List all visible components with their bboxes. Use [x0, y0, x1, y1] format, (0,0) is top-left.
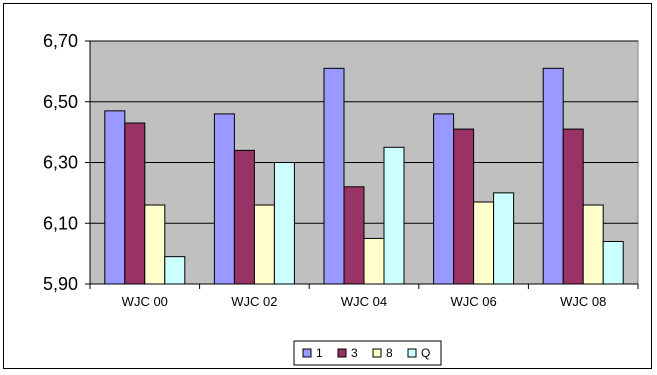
bar-1-wjc-06 [433, 113, 455, 285]
legend-swatch-1 [302, 348, 312, 358]
legend-swatch-8 [372, 348, 382, 358]
bar-1-wjc-08 [542, 67, 564, 285]
bar-Q-wjc-00 [164, 256, 186, 285]
bar-Q-wjc-08 [602, 240, 624, 285]
x-tick-label: WJC 02 [231, 294, 277, 309]
bar-Q-wjc-04 [383, 146, 405, 285]
chart-frame: 5,90 6,10 6,30 6,50 6,70 WJC 00 WJC 02 WJC 04 WJ… [3, 3, 652, 369]
x-tick-label: WJC 06 [450, 294, 496, 309]
bar-8-wjc-00 [144, 204, 166, 285]
x-tick-label: WJC 00 [122, 294, 168, 309]
bar-8-wjc-06 [473, 201, 495, 285]
bar-3-wjc-04 [343, 186, 365, 285]
legend-swatch-3 [337, 348, 347, 358]
bar-3-wjc-08 [562, 128, 584, 285]
x-tick-label: WJC 08 [560, 294, 606, 309]
bar-Q-wjc-02 [273, 162, 295, 285]
legend-label-Q: Q [421, 346, 430, 360]
bar-chart: 5,90 6,10 6,30 6,50 6,70 WJC 00 WJC 02 WJC 04 WJ… [43, 31, 639, 366]
x-tick-label: WJC 04 [341, 294, 387, 309]
y-tick-label: 6,10 [43, 213, 78, 233]
bar-8-wjc-04 [363, 237, 385, 285]
y-tick-label: 5,90 [43, 274, 78, 294]
bar-3-wjc-00 [124, 122, 146, 285]
legend-label-3: 3 [351, 346, 358, 360]
legend-swatch-Q [407, 348, 417, 358]
y-tick-label: 6,50 [43, 92, 78, 112]
bar-8-wjc-02 [253, 204, 275, 285]
y-tick-label: 6,70 [43, 31, 78, 51]
bar-1-wjc-04 [323, 67, 345, 285]
bar-1-wjc-02 [213, 113, 235, 285]
bar-3-wjc-02 [233, 149, 255, 285]
bar-1-wjc-00 [104, 110, 126, 285]
bar-8-wjc-08 [582, 204, 604, 285]
bar-Q-wjc-06 [493, 192, 515, 285]
y-tick-label: 6,30 [43, 153, 78, 173]
legend-label-8: 8 [386, 346, 393, 360]
legend-label-1: 1 [316, 346, 323, 360]
bar-3-wjc-06 [453, 128, 475, 285]
